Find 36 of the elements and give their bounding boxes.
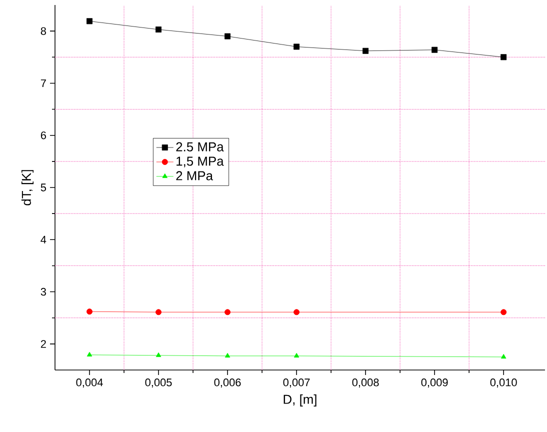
legend-label: 2.5 MPa bbox=[176, 142, 224, 152]
point bbox=[294, 309, 300, 316]
y-tick-label: 7 bbox=[40, 79, 46, 87]
x-tick-label: 0,008 bbox=[352, 378, 379, 388]
point bbox=[156, 309, 162, 316]
point bbox=[156, 26, 162, 32]
y-tick-label: 2 bbox=[40, 340, 46, 348]
y-axis-title: dT, [K] bbox=[21, 170, 34, 206]
point bbox=[500, 354, 506, 359]
y-tick-label: 4 bbox=[40, 236, 46, 244]
point bbox=[156, 352, 162, 357]
x-tick-label: 0,006 bbox=[214, 378, 241, 388]
y-tick-label: 8 bbox=[40, 27, 46, 35]
legend-label: 1,5 MPa bbox=[176, 156, 224, 168]
point bbox=[224, 33, 231, 40]
point bbox=[86, 18, 92, 24]
point bbox=[500, 309, 507, 316]
legend-label: 2 MPa bbox=[176, 171, 214, 180]
point bbox=[294, 352, 300, 358]
point bbox=[432, 46, 438, 53]
point bbox=[224, 352, 230, 358]
x-axis-title: D, [m] bbox=[284, 394, 316, 406]
x-tick-label: 0,004 bbox=[76, 378, 103, 388]
x-tick-label: 0,009 bbox=[421, 378, 448, 388]
y-tick-label: 3 bbox=[40, 288, 46, 296]
x-tick-label: 0,010 bbox=[490, 378, 517, 388]
point bbox=[86, 308, 92, 315]
point bbox=[86, 352, 92, 356]
point bbox=[224, 309, 231, 316]
x-tick-label: 0,007 bbox=[283, 378, 310, 388]
y-tick-label: 5 bbox=[40, 184, 46, 192]
x-tick-label: 0,005 bbox=[145, 378, 172, 388]
point bbox=[500, 54, 507, 60]
y-tick-label: 6 bbox=[40, 131, 46, 140]
point bbox=[362, 48, 369, 54]
point bbox=[294, 44, 300, 50]
